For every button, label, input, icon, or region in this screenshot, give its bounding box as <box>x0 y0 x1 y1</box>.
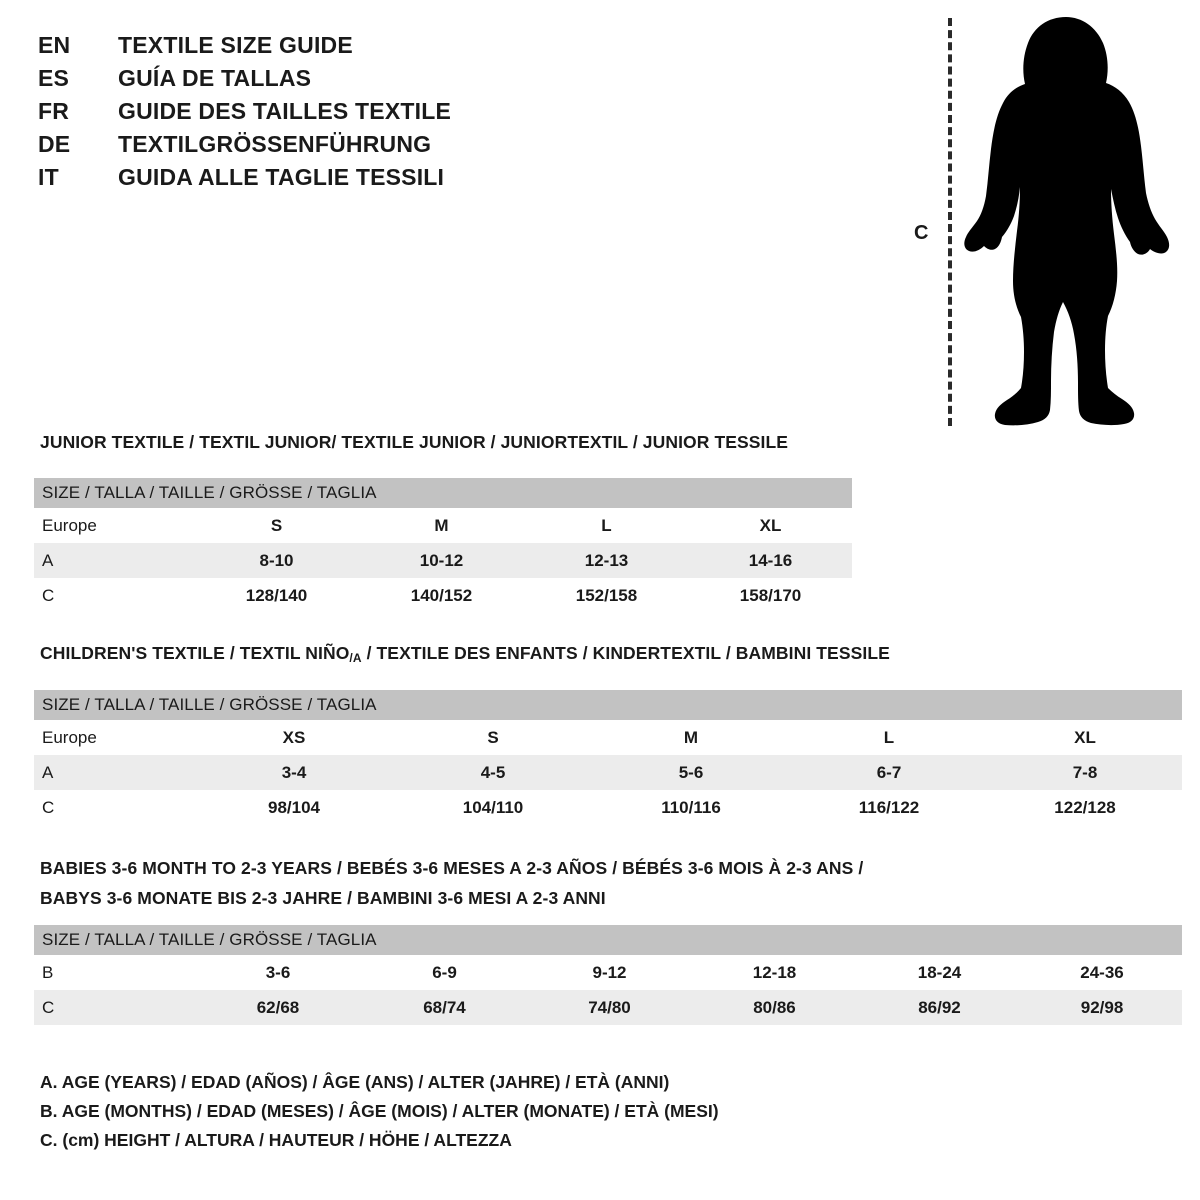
junior-cell-europe-0: S <box>194 508 359 543</box>
header-lang-code-de: DE <box>38 131 71 157</box>
babies-cell-c-5: 92/98 <box>1022 990 1183 1025</box>
babies-cell-b-2: 9-12 <box>527 955 692 990</box>
header-row-es: ES GUÍA DE TALLAS <box>38 65 558 98</box>
babies-cell-b-3: 12-18 <box>692 955 857 990</box>
section-title-babies-line2: BABYS 3-6 MONATE BIS 2-3 JAHRE / BAMBINI… <box>40 888 606 908</box>
junior-row-label-europe: Europe <box>34 508 194 543</box>
babies-table-bar-row: SIZE / TALLA / TAILLE / GRÖSSE / TAGLIA <box>34 925 1183 955</box>
legend-line-c: C. (cm) HEIGHT / ALTURA / HAUTEUR / HÖHE… <box>40 1130 512 1150</box>
children-cell-a-4: 7-8 <box>988 755 1183 790</box>
children-cell-europe-2: M <box>592 720 790 755</box>
header-lang-code-en: EN <box>38 32 71 58</box>
legend-line-b: B. AGE (MONTHS) / EDAD (MESES) / ÂGE (MO… <box>40 1101 719 1121</box>
babies-row-label-c: C <box>34 990 194 1025</box>
babies-cell-c-0: 62/68 <box>194 990 362 1025</box>
junior-cell-europe-1: M <box>359 508 524 543</box>
measurement-legend: A. AGE (YEARS) / EDAD (AÑOS) / ÂGE (ANS)… <box>40 1068 1040 1155</box>
children-table-bar-row: SIZE / TALLA / TAILLE / GRÖSSE / TAGLIA <box>34 690 1183 720</box>
header-title-de: TEXTILGRÖSSENFÜHRUNG <box>118 131 432 157</box>
header-row-de: DE TEXTILGRÖSSENFÜHRUNG <box>38 131 558 164</box>
children-row-label-a: A <box>34 755 194 790</box>
children-cell-europe-3: L <box>790 720 988 755</box>
junior-table-row-europe: Europe S M L XL <box>34 508 853 543</box>
junior-cell-europe-3: XL <box>689 508 853 543</box>
section-title-children: CHILDREN'S TEXTILE / TEXTIL NIÑO/A / TEX… <box>40 643 890 665</box>
babies-row-label-b: B <box>34 955 194 990</box>
junior-cell-europe-2: L <box>524 508 689 543</box>
junior-table-bar-label: SIZE / TALLA / TAILLE / GRÖSSE / TAGLIA <box>34 478 853 508</box>
children-row-label-c: C <box>34 790 194 825</box>
children-cell-a-0: 3-4 <box>194 755 394 790</box>
junior-cell-c-0: 128/140 <box>194 578 359 613</box>
header-lang-code-es: ES <box>38 65 70 91</box>
section-title-babies-line1: BABIES 3-6 MONTH TO 2-3 YEARS / BEBÉS 3-… <box>40 858 864 878</box>
babies-cell-b-4: 18-24 <box>857 955 1022 990</box>
babies-table-row-b: B 3-6 6-9 9-12 12-18 18-24 24-36 <box>34 955 1183 990</box>
babies-cell-c-4: 86/92 <box>857 990 1022 1025</box>
height-dashed-line <box>948 18 952 426</box>
babies-table-row-c: C 62/68 68/74 74/80 80/86 86/92 92/98 <box>34 990 1183 1025</box>
junior-cell-c-1: 140/152 <box>359 578 524 613</box>
junior-size-table: SIZE / TALLA / TAILLE / GRÖSSE / TAGLIA … <box>34 478 853 613</box>
toddler-silhouette-icon <box>964 17 1170 426</box>
section-title-children-post: / TEXTILE DES ENFANTS / KINDERTEXTIL / B… <box>361 643 890 663</box>
header-row-en: EN TEXTILE SIZE GUIDE <box>38 32 558 65</box>
children-cell-c-2: 110/116 <box>592 790 790 825</box>
children-cell-c-1: 104/110 <box>394 790 592 825</box>
header-title-it: GUIDA ALLE TAGLIE TESSILI <box>118 164 445 190</box>
babies-cell-b-1: 6-9 <box>362 955 527 990</box>
section-title-junior: JUNIOR TEXTILE / TEXTIL JUNIOR/ TEXTILE … <box>40 432 789 452</box>
header-title-es: GUÍA DE TALLAS <box>118 65 312 91</box>
junior-cell-a-2: 12-13 <box>524 543 689 578</box>
header-title-fr: GUIDE DES TAILLES TEXTILE <box>118 98 451 124</box>
junior-cell-a-1: 10-12 <box>359 543 524 578</box>
children-cell-europe-4: XL <box>988 720 1183 755</box>
children-table-row-c: C 98/104 104/110 110/116 116/122 122/128 <box>34 790 1183 825</box>
section-title-children-sub: /A <box>349 651 362 665</box>
babies-size-table: SIZE / TALLA / TAILLE / GRÖSSE / TAGLIA … <box>34 925 1183 1025</box>
children-cell-a-2: 5-6 <box>592 755 790 790</box>
header-row-fr: FR GUIDE DES TAILLES TEXTILE <box>38 98 558 131</box>
header-lang-code-fr: FR <box>38 98 70 124</box>
children-size-table: SIZE / TALLA / TAILLE / GRÖSSE / TAGLIA … <box>34 690 1183 825</box>
babies-cell-b-5: 24-36 <box>1022 955 1183 990</box>
junior-table-row-c: C 128/140 140/152 152/158 158/170 <box>34 578 853 613</box>
children-table-row-a: A 3-4 4-5 5-6 6-7 7-8 <box>34 755 1183 790</box>
babies-cell-c-1: 68/74 <box>362 990 527 1025</box>
babies-cell-c-2: 74/80 <box>527 990 692 1025</box>
header-title-en: TEXTILE SIZE GUIDE <box>118 32 353 58</box>
legend-line-a: A. AGE (YEARS) / EDAD (AÑOS) / ÂGE (ANS)… <box>40 1072 670 1092</box>
children-cell-europe-1: S <box>394 720 592 755</box>
children-cell-a-3: 6-7 <box>790 755 988 790</box>
junior-cell-c-2: 152/158 <box>524 578 689 613</box>
junior-cell-a-0: 8-10 <box>194 543 359 578</box>
children-cell-a-1: 4-5 <box>394 755 592 790</box>
junior-cell-a-3: 14-16 <box>689 543 853 578</box>
children-table-row-europe: Europe XS S M L XL <box>34 720 1183 755</box>
children-table-bar-label: SIZE / TALLA / TAILLE / GRÖSSE / TAGLIA <box>34 690 1183 720</box>
junior-row-label-a: A <box>34 543 194 578</box>
section-title-children-pre: CHILDREN'S TEXTILE / TEXTIL NIÑO <box>40 643 350 663</box>
babies-cell-b-0: 3-6 <box>194 955 362 990</box>
children-cell-c-4: 122/128 <box>988 790 1183 825</box>
children-cell-c-3: 116/122 <box>790 790 988 825</box>
children-row-label-europe: Europe <box>34 720 194 755</box>
junior-row-label-c: C <box>34 578 194 613</box>
junior-cell-c-3: 158/170 <box>689 578 853 613</box>
height-marker-label: C <box>914 222 929 244</box>
junior-table-bar-row: SIZE / TALLA / TAILLE / GRÖSSE / TAGLIA <box>34 478 853 508</box>
header-row-it: IT GUIDA ALLE TAGLIE TESSILI <box>38 164 558 197</box>
children-cell-c-0: 98/104 <box>194 790 394 825</box>
babies-table-bar-label: SIZE / TALLA / TAILLE / GRÖSSE / TAGLIA <box>34 925 1183 955</box>
babies-cell-c-3: 80/86 <box>692 990 857 1025</box>
children-cell-europe-0: XS <box>194 720 394 755</box>
junior-table-row-a: A 8-10 10-12 12-13 14-16 <box>34 543 853 578</box>
height-illustration: C <box>900 10 1180 430</box>
header-lang-code-it: IT <box>38 164 59 190</box>
language-header-block: EN TEXTILE SIZE GUIDE ES GUÍA DE TALLAS … <box>38 32 558 197</box>
